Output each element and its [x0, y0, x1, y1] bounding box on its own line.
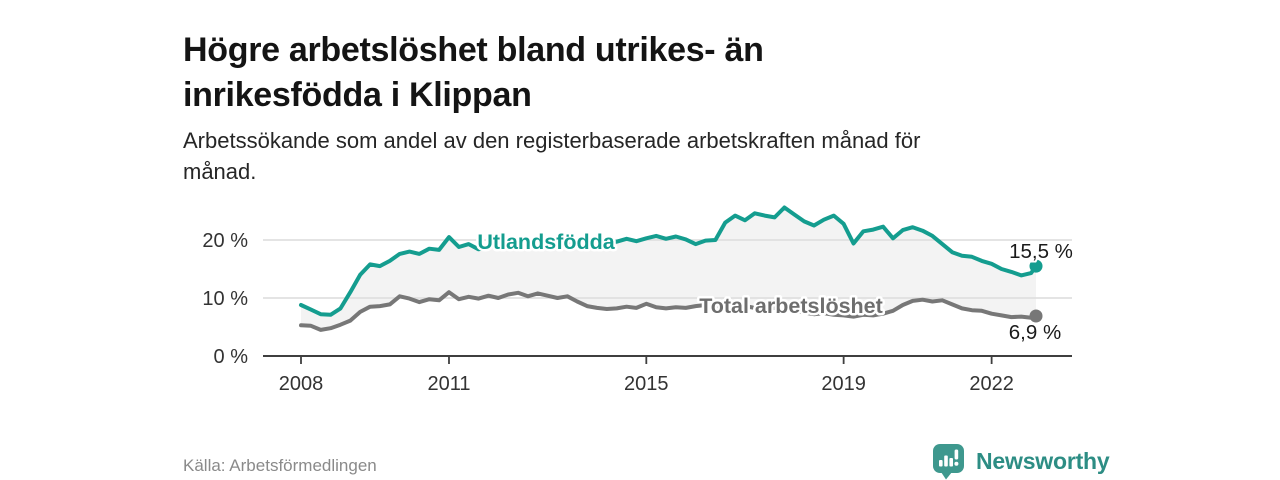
series-line-utlandsfodda [299, 205, 1038, 317]
logo-bar-1 [939, 460, 943, 467]
newsworthy-logo-icon [933, 444, 964, 480]
band-between-series [301, 207, 1036, 330]
x-tick-label-2011: 2011 [427, 373, 470, 395]
source-text: Källa: Arbetsförmedlingen [183, 456, 377, 475]
logo-bar-2 [944, 455, 948, 467]
series-label-utlandsfodda: Utlandsfödda [477, 230, 615, 254]
newsworthy-logo: Newsworthy [929, 442, 1110, 480]
x-tick-label-2019: 2019 [821, 373, 866, 395]
x-tick-label-2022: 2022 [969, 373, 1014, 395]
y-tick-label-0: 0 % [214, 346, 249, 368]
subtitle-line-2: månad. [183, 159, 257, 184]
title-line-1: Högre arbetslöshet bland utrikes- än [183, 30, 764, 69]
logo-exclamation-icon [954, 449, 959, 460]
y-tick-label-20: 20 % [202, 230, 248, 252]
series-end-dot-utlandsfodda [1029, 259, 1043, 273]
logo-bar-3 [949, 458, 953, 467]
end-value-label-total-arbetsloshet: 6,9 % [1009, 321, 1061, 344]
y-tick-label-10: 10 % [202, 288, 248, 310]
chart-subtitle: Arbetssökande som andel av den registerb… [183, 125, 920, 187]
x-tick-label-2015: 2015 [624, 373, 669, 395]
chart-canvas: 2008 2011 2015 2019 2022 0 % 10 % 20 % Utlandsfö… [202, 205, 1075, 395]
page-title: Högre arbetslöshet bland utrikes- än inr… [183, 28, 764, 118]
title-line-2: inrikesfödda i Klippan [183, 75, 532, 114]
subtitle-line-1: Arbetssökande som andel av den registerb… [183, 128, 921, 153]
series-end-dot-total-arbetsloshet [1029, 309, 1043, 323]
x-tick-label-2008: 2008 [279, 373, 324, 395]
series-label-total-arbetsloshet: Total arbetslöshet [699, 294, 883, 318]
brand-wordmark: Newsworthy [976, 447, 1110, 474]
line-chart-figure: 2008 2011 2015 2019 2022 0 % 10 % 20 % Utlandsfö… [180, 185, 1100, 400]
end-value-label-utlandsfodda: 15,5 % [1009, 240, 1073, 263]
series-line-total-arbetsloshet [299, 290, 1038, 332]
